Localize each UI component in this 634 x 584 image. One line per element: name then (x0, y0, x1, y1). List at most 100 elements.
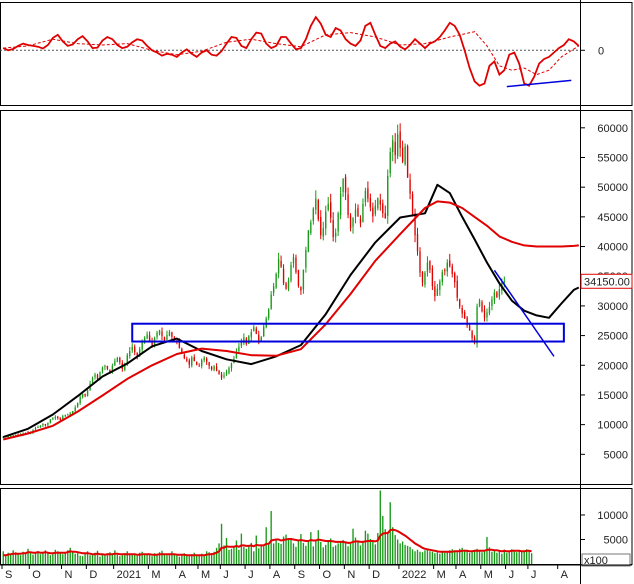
price-candle (59, 418, 61, 420)
osc-trendline-line (506, 79, 572, 88)
price-candle (7, 436, 9, 438)
month-tick-label: 2021 (117, 569, 141, 581)
price-candle (253, 327, 255, 331)
price-candle (389, 152, 391, 174)
volume-bar (441, 551, 444, 564)
price-candle (72, 410, 74, 414)
price-candle (384, 213, 386, 219)
price-candle (334, 232, 337, 237)
price-candle (62, 416, 64, 421)
price-candle (468, 325, 471, 331)
price-candle (255, 328, 257, 334)
volume-bar (325, 544, 327, 564)
volume-bar (255, 535, 257, 564)
price-candle (315, 198, 317, 210)
volume-bar (468, 552, 471, 564)
price-candle (205, 358, 208, 362)
price-candle (201, 359, 203, 366)
month-tick-label: M (437, 569, 446, 581)
osc-oscillator-line (2, 15, 580, 87)
price-candle (419, 251, 421, 273)
volume-bar (528, 550, 530, 564)
volume-bar (354, 537, 357, 564)
volume-bar (344, 542, 347, 564)
price-candle (369, 197, 372, 208)
month-tick-label: S (5, 569, 12, 581)
volume-bar (374, 544, 377, 564)
price-candle (441, 272, 444, 283)
volume-bar (32, 554, 34, 564)
price-candle (223, 375, 225, 377)
volume-bar (89, 555, 91, 564)
price-trendline (493, 269, 555, 357)
price-candle (446, 262, 448, 272)
volume-bar (317, 530, 319, 564)
volume-bar (24, 553, 27, 564)
price-candle (498, 289, 501, 297)
price-candle (34, 428, 37, 430)
volume-bar (436, 552, 439, 564)
price-candle (372, 207, 374, 217)
price-candle (238, 346, 240, 351)
volume-bar (337, 543, 339, 564)
price-candle (67, 414, 69, 416)
volume-bar (362, 541, 364, 564)
volume-bar (287, 538, 290, 564)
price-candle (352, 218, 354, 227)
volume-bar (69, 547, 71, 564)
volume-bar (513, 551, 515, 564)
month-tick-label: O (32, 569, 41, 581)
volume-bar (406, 545, 409, 564)
volume-bar (76, 552, 79, 564)
price-candle (488, 307, 491, 314)
volume-bar (332, 546, 334, 564)
volume-bar (238, 549, 240, 564)
volume-bar (258, 548, 260, 564)
volume-bar (508, 550, 510, 564)
price-candle (14, 434, 17, 436)
volume-bar (434, 553, 436, 564)
price-candle (171, 332, 173, 337)
price-candle (258, 334, 260, 341)
volume-bar (431, 551, 434, 564)
volume-bar (129, 553, 131, 564)
volume-bar (416, 549, 419, 564)
price-candle (444, 270, 446, 272)
price-candle (54, 416, 57, 419)
volume-bar (12, 550, 14, 564)
month-tick-label: 2022 (402, 569, 426, 581)
price-candle (476, 306, 478, 344)
volume-bar (146, 553, 148, 564)
price-tick-label: 60000 (597, 123, 628, 135)
price-candle (362, 203, 364, 223)
volume-bar (364, 530, 367, 564)
price-candle (86, 390, 89, 397)
volume-bar (399, 543, 401, 564)
price-candle (213, 366, 215, 370)
volume-bar (176, 555, 178, 564)
volume-bar (270, 511, 272, 564)
price-candle (178, 342, 181, 349)
volume-bar (359, 545, 362, 564)
volume-bar (275, 538, 277, 564)
volume-bar (302, 542, 305, 564)
volume-bar (183, 553, 186, 564)
price-candle (49, 419, 52, 424)
price-candle (104, 365, 106, 367)
volume-bar (178, 556, 181, 564)
volume-bar (387, 532, 389, 564)
price-candle (424, 272, 426, 285)
volume-bar (530, 553, 533, 564)
price-candle (151, 341, 153, 346)
volume-bar (409, 546, 411, 564)
volume-bar (297, 541, 300, 564)
price-candle (148, 335, 151, 341)
price-candle (42, 424, 44, 426)
price-candle (459, 299, 461, 307)
price-candle (44, 424, 47, 426)
volume-bar (342, 539, 344, 564)
price-tick-label: 10000 (597, 420, 628, 432)
price-candle (158, 330, 161, 335)
price-candle (69, 413, 71, 416)
